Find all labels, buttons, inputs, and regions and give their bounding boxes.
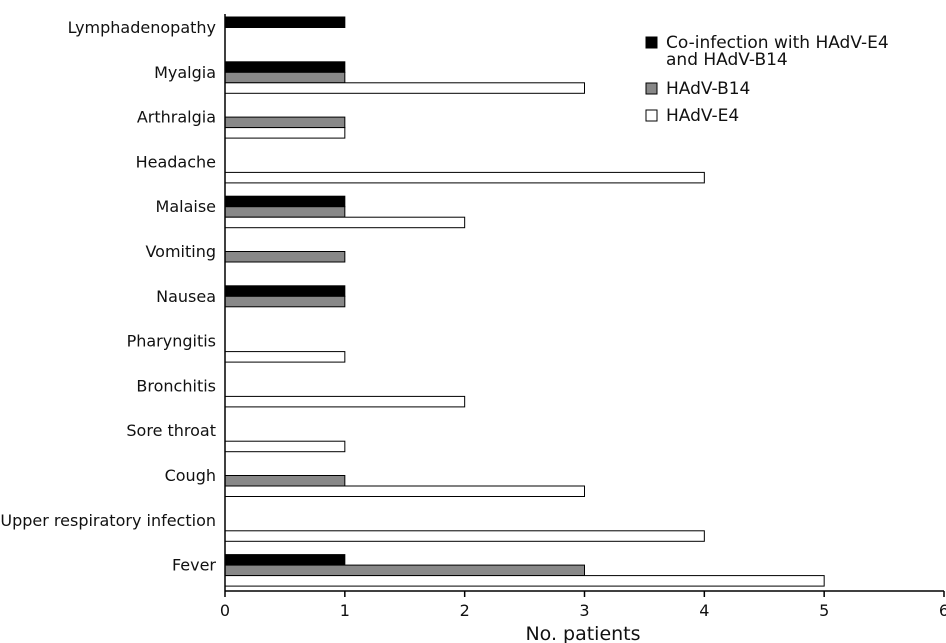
bar-fever-series-3 xyxy=(224,575,825,587)
category-label-cough: Cough xyxy=(165,466,216,485)
bar-headache-series-3 xyxy=(224,171,705,184)
category-label-bronchitis: Bronchitis xyxy=(136,376,216,395)
category-label-pharyngitis: Pharyngitis xyxy=(127,332,216,351)
legend-swatch-1 xyxy=(645,36,658,49)
category-label-fever: Fever xyxy=(172,556,216,575)
bar-arthralgia-series-2 xyxy=(224,116,346,129)
bars-layer xyxy=(224,16,825,587)
bar-arthralgia-series-3 xyxy=(224,127,346,139)
category-label-vomiting: Vomiting xyxy=(145,242,216,261)
bar-nausea-series-2 xyxy=(224,295,346,308)
bar-malaise-series-3 xyxy=(224,216,466,229)
legend-label-2: HAdV-B14 xyxy=(666,79,750,99)
category-label-headache: Headache xyxy=(136,152,216,171)
x-tick-label-3: 3 xyxy=(579,601,589,620)
bar-vomiting-series-2 xyxy=(224,251,346,263)
category-label-myalgia: Myalgia xyxy=(154,63,216,82)
category-label-arthralgia: Arthralgia xyxy=(137,108,216,127)
legend-label-1-line-1: Co-infection with HAdV-E4 xyxy=(666,33,889,53)
bar-nausea-series-1 xyxy=(224,285,346,297)
legend-label-1-line-2: and HAdV-B14 xyxy=(666,50,788,70)
x-tick-label-5: 5 xyxy=(819,601,829,620)
bar-fever-series-1 xyxy=(224,554,346,566)
bar-malaise-series-1 xyxy=(224,195,346,208)
bar-myalgia-series-3 xyxy=(224,82,585,94)
bar-upper-respiratory-infection-series-3 xyxy=(224,530,705,542)
x-tick-label-6: 6 xyxy=(939,601,946,620)
category-label-sore-throat: Sore throat xyxy=(126,421,216,440)
category-label-nausea: Nausea xyxy=(156,287,216,306)
bar-myalgia-series-2 xyxy=(224,71,346,84)
bar-malaise-series-2 xyxy=(224,206,346,218)
legend-swatch-2 xyxy=(645,82,658,95)
x-tick-label-2: 2 xyxy=(460,601,470,620)
x-tick-label-1: 1 xyxy=(340,601,350,620)
category-labels: Lymphadenopathy Myalgia Arthralgia Headache… xyxy=(0,18,216,575)
bar-lymphadenopathy-series-1 xyxy=(224,16,346,28)
bar-cough-series-3 xyxy=(224,485,585,497)
bar-sore-throat-series-3 xyxy=(224,440,346,453)
x-tick-label-0: 0 xyxy=(220,601,230,620)
bar-bronchitis-series-3 xyxy=(224,395,466,408)
bar-pharyngitis-series-3 xyxy=(224,351,346,363)
legend-label-3: HAdV-E4 xyxy=(666,106,739,126)
x-axis-title: No. patients xyxy=(525,623,640,643)
category-label-upper-respiratory-infection: Upper respiratory infection xyxy=(0,511,216,530)
x-tick-label-4: 4 xyxy=(699,601,709,620)
bar-myalgia-series-1 xyxy=(224,61,346,73)
axes: 0 1 2 3 4 5 6 xyxy=(220,14,946,620)
bar-cough-series-2 xyxy=(224,475,346,487)
bar-fever-series-2 xyxy=(224,564,585,577)
category-label-lymphadenopathy: Lymphadenopathy xyxy=(68,18,216,37)
category-label-malaise: Malaise xyxy=(156,197,216,216)
legend-swatch-3 xyxy=(645,109,658,122)
